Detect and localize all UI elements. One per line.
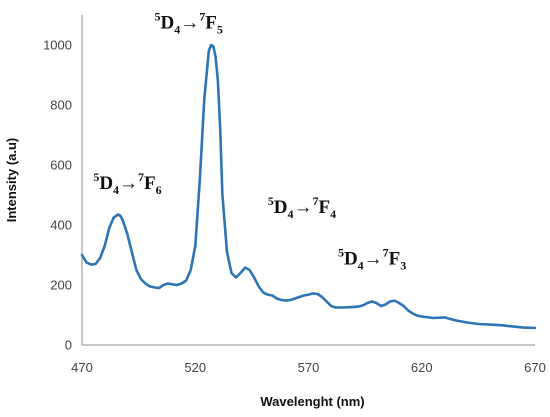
y-tick-labels: 0 200 400 600 800 1000 xyxy=(43,38,72,353)
x-tick-label: 570 xyxy=(298,360,320,375)
y-tick-label: 1000 xyxy=(43,38,72,53)
x-tick-label: 620 xyxy=(411,360,433,375)
x-tick-label: 520 xyxy=(184,360,206,375)
y-tick-label: 200 xyxy=(50,278,72,293)
transition-annotation: 5D4→7F5 xyxy=(154,10,222,37)
series-line xyxy=(80,43,537,330)
y-tick-label: 800 xyxy=(50,98,72,113)
y-tick-label: 0 xyxy=(65,338,72,353)
x-tick-label: 470 xyxy=(71,360,93,375)
y-axis-title: Intensity (a.u) xyxy=(4,138,19,223)
transition-annotation: 5D4→7F6 xyxy=(93,170,161,197)
x-tick-label: 670 xyxy=(524,360,546,375)
transition-annotation: 5D4→7F3 xyxy=(338,246,406,273)
x-axis-title: Wavelenght (nm) xyxy=(260,394,364,409)
y-tick-label: 400 xyxy=(50,218,72,233)
transition-annotation: 5D4→7F4 xyxy=(268,194,336,221)
x-tick-labels: 470 520 570 620 670 xyxy=(71,360,546,375)
y-tick-label: 600 xyxy=(50,158,72,173)
